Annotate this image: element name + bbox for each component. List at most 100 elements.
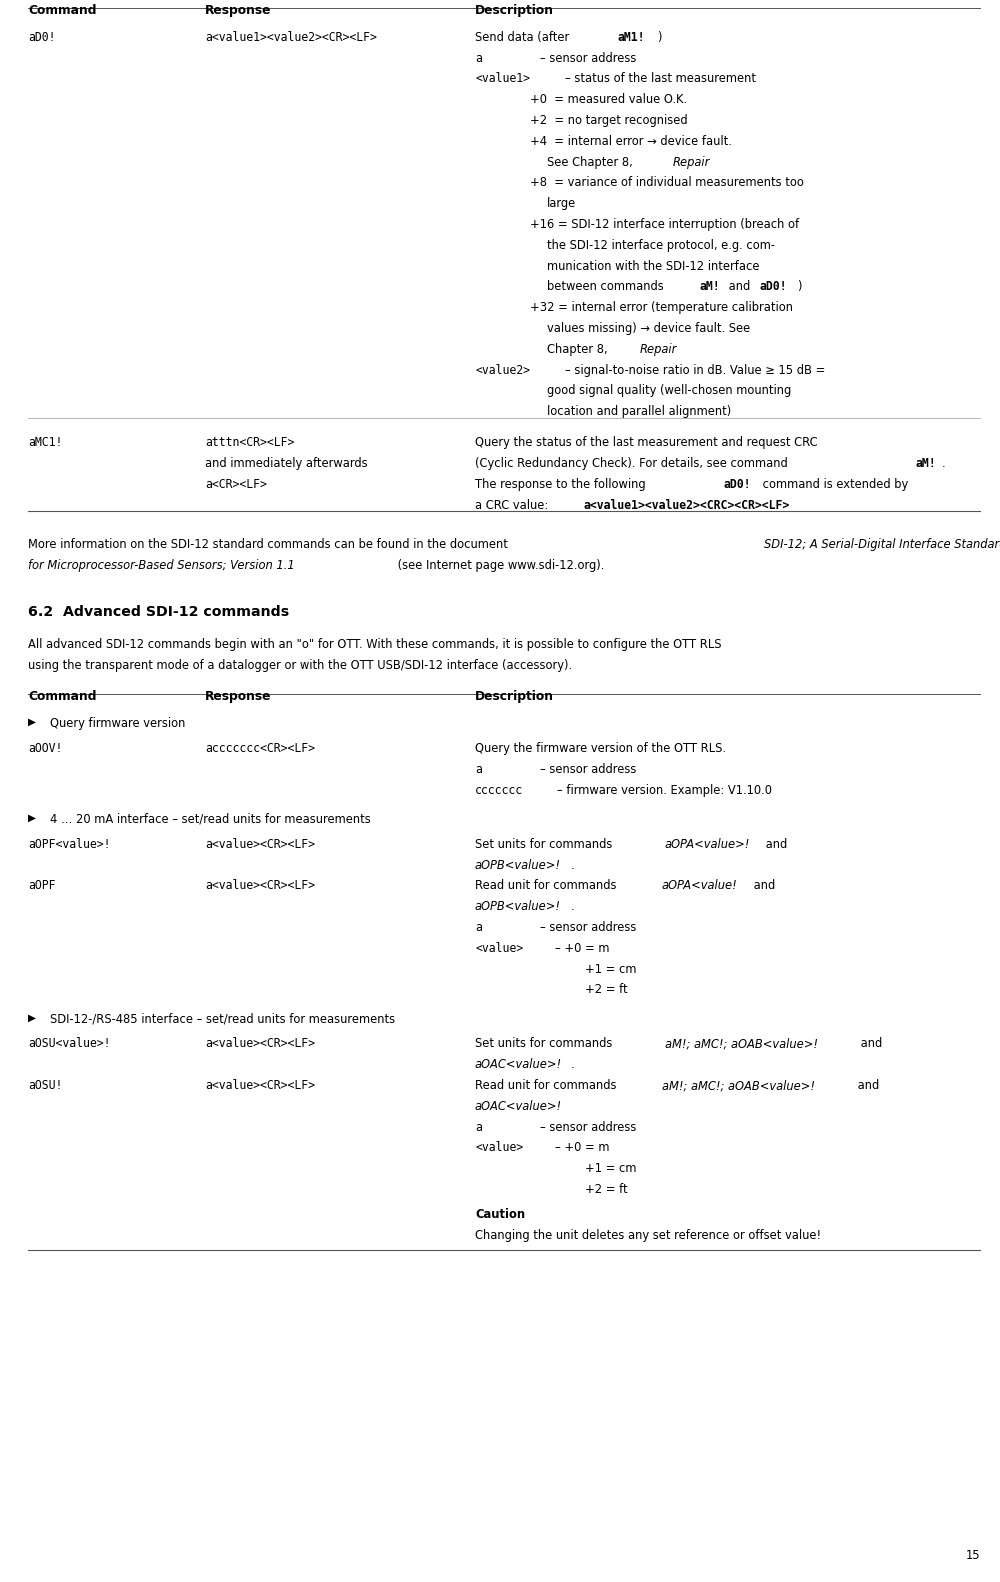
Text: aM!: aM! bbox=[699, 280, 720, 294]
Text: See Chapter 8,: See Chapter 8, bbox=[547, 155, 636, 169]
Text: Query firmware version: Query firmware version bbox=[50, 717, 185, 731]
Text: aMC1!: aMC1! bbox=[28, 437, 62, 449]
Text: (see Internet page www.sdi-12.org).: (see Internet page www.sdi-12.org). bbox=[394, 558, 604, 573]
Text: a: a bbox=[475, 1120, 482, 1134]
Text: aM!: aM! bbox=[915, 457, 936, 470]
Text: aOAC<value>!: aOAC<value>! bbox=[475, 1099, 562, 1112]
Text: 6.2  Advanced SDI-12 commands: 6.2 Advanced SDI-12 commands bbox=[28, 604, 289, 619]
Text: All advanced SDI-12 commands begin with an "o" for OTT. With these commands, it : All advanced SDI-12 commands begin with … bbox=[28, 638, 722, 652]
Text: atttn<CR><LF>: atttn<CR><LF> bbox=[205, 437, 294, 449]
Text: Changing the unit deletes any set reference or offset value!: Changing the unit deletes any set refere… bbox=[475, 1229, 821, 1242]
Text: Description: Description bbox=[475, 5, 554, 17]
Text: aM!; aMC!; aOAB<value>!: aM!; aMC!; aOAB<value>! bbox=[662, 1079, 815, 1092]
Text: a CRC value:: a CRC value: bbox=[475, 498, 552, 513]
Text: – +0 = m: – +0 = m bbox=[555, 941, 610, 956]
Text: <value2>: <value2> bbox=[475, 364, 530, 377]
Text: ccccccc: ccccccc bbox=[475, 783, 523, 797]
Text: Command: Command bbox=[28, 690, 96, 704]
Text: ): ) bbox=[797, 280, 802, 294]
Text: and: and bbox=[762, 838, 787, 851]
Text: Command: Command bbox=[28, 5, 96, 17]
Text: Response: Response bbox=[205, 5, 272, 17]
Text: +2 = ft: +2 = ft bbox=[585, 984, 628, 997]
Text: aOSU!: aOSU! bbox=[28, 1079, 62, 1092]
Text: aD0!: aD0! bbox=[760, 280, 788, 294]
Text: aOPF<value>!: aOPF<value>! bbox=[28, 838, 110, 851]
Text: between commands: between commands bbox=[547, 280, 667, 294]
Text: The response to the following: The response to the following bbox=[475, 478, 649, 490]
Text: +1 = cm: +1 = cm bbox=[585, 962, 637, 976]
Text: 15: 15 bbox=[965, 1549, 980, 1561]
Text: <value>: <value> bbox=[475, 941, 523, 956]
Text: a<CR><LF>: a<CR><LF> bbox=[205, 478, 267, 490]
Text: – sensor address: – sensor address bbox=[540, 1120, 636, 1134]
Text: <value>: <value> bbox=[475, 1142, 523, 1155]
Text: – firmware version. Example: V1.10.0: – firmware version. Example: V1.10.0 bbox=[557, 783, 772, 797]
Text: (Cyclic Redundancy Check). For details, see command: (Cyclic Redundancy Check). For details, … bbox=[475, 457, 791, 470]
Text: Repair: Repair bbox=[673, 155, 710, 169]
Text: aM1!: aM1! bbox=[618, 32, 646, 44]
Text: – sensor address: – sensor address bbox=[540, 52, 636, 65]
Text: a<value1><value2><CR><LF>: a<value1><value2><CR><LF> bbox=[205, 32, 377, 44]
Text: <value1>: <value1> bbox=[475, 73, 530, 85]
Text: Read unit for commands: Read unit for commands bbox=[475, 1079, 620, 1092]
Text: aD0!: aD0! bbox=[28, 32, 56, 44]
Text: 4 … 20 mA interface – set/read units for measurements: 4 … 20 mA interface – set/read units for… bbox=[50, 813, 371, 826]
Text: aOPA<value!: aOPA<value! bbox=[662, 880, 738, 892]
Text: – sensor address: – sensor address bbox=[540, 763, 636, 775]
Text: SDI-12; A Serial-Digital Interface Standard: SDI-12; A Serial-Digital Interface Stand… bbox=[764, 538, 1000, 552]
Text: aOPB<value>!: aOPB<value>! bbox=[475, 859, 561, 872]
Text: a<value><CR><LF>: a<value><CR><LF> bbox=[205, 838, 315, 851]
Text: – signal-to-noise ratio in dB. Value ≥ 15 dB =: – signal-to-noise ratio in dB. Value ≥ 1… bbox=[565, 364, 825, 377]
Text: Query the firmware version of the OTT RLS.: Query the firmware version of the OTT RL… bbox=[475, 742, 726, 755]
Text: and: and bbox=[857, 1038, 882, 1050]
Text: ▶: ▶ bbox=[28, 1012, 36, 1022]
Text: and: and bbox=[854, 1079, 879, 1092]
Text: command is extended by: command is extended by bbox=[759, 478, 908, 490]
Text: using the transparent mode of a datalogger or with the OTT USB/SDI-12 interface : using the transparent mode of a datalogg… bbox=[28, 660, 572, 672]
Text: .: . bbox=[942, 457, 946, 470]
Text: aD0!: aD0! bbox=[723, 478, 750, 490]
Text: More information on the SDI-12 standard commands can be found in the document: More information on the SDI-12 standard … bbox=[28, 538, 512, 552]
Text: +4  = internal error → device fault.: +4 = internal error → device fault. bbox=[530, 134, 732, 147]
Text: values missing) → device fault. See: values missing) → device fault. See bbox=[547, 323, 750, 335]
Text: ▶: ▶ bbox=[28, 717, 36, 728]
Text: location and parallel alignment): location and parallel alignment) bbox=[547, 405, 731, 418]
Text: aOPF: aOPF bbox=[28, 880, 56, 892]
Text: aOPB<value>!: aOPB<value>! bbox=[475, 900, 561, 913]
Text: the SDI-12 interface protocol, e.g. com-: the SDI-12 interface protocol, e.g. com- bbox=[547, 239, 775, 252]
Text: Repair: Repair bbox=[640, 343, 677, 356]
Text: +0  = measured value O.K.: +0 = measured value O.K. bbox=[530, 93, 687, 106]
Text: good signal quality (well-chosen mounting: good signal quality (well-chosen mountin… bbox=[547, 384, 791, 397]
Text: Set units for commands: Set units for commands bbox=[475, 1038, 616, 1050]
Text: a: a bbox=[475, 921, 482, 933]
Text: SDI-12-/RS-485 interface – set/read units for measurements: SDI-12-/RS-485 interface – set/read unit… bbox=[50, 1012, 395, 1025]
Text: +2 = ft: +2 = ft bbox=[585, 1183, 628, 1196]
Text: ▶: ▶ bbox=[28, 813, 36, 823]
Text: +8  = variance of individual measurements too: +8 = variance of individual measurements… bbox=[530, 177, 804, 190]
Text: large: large bbox=[547, 198, 576, 210]
Text: a: a bbox=[475, 763, 482, 775]
Text: accccccc<CR><LF>: accccccc<CR><LF> bbox=[205, 742, 315, 755]
Text: .: . bbox=[571, 859, 575, 872]
Text: .: . bbox=[571, 1058, 575, 1071]
Text: +2  = no target recognised: +2 = no target recognised bbox=[530, 114, 688, 127]
Text: and: and bbox=[725, 280, 754, 294]
Text: for Microprocessor-Based Sensors; Version 1.1: for Microprocessor-Based Sensors; Versio… bbox=[28, 558, 295, 573]
Text: ): ) bbox=[657, 32, 662, 44]
Text: aOAC<value>!: aOAC<value>! bbox=[475, 1058, 562, 1071]
Text: a<value1><value2><CRC><CR><LF>: a<value1><value2><CRC><CR><LF> bbox=[583, 498, 789, 513]
Text: Query the status of the last measurement and request CRC: Query the status of the last measurement… bbox=[475, 437, 818, 449]
Text: +1 = cm: +1 = cm bbox=[585, 1163, 637, 1175]
Text: .: . bbox=[571, 900, 575, 913]
Text: – +0 = m: – +0 = m bbox=[555, 1142, 610, 1155]
Text: munication with the SDI-12 interface: munication with the SDI-12 interface bbox=[547, 259, 760, 272]
Text: Description: Description bbox=[475, 690, 554, 704]
Text: aOPA<value>!: aOPA<value>! bbox=[665, 838, 750, 851]
Text: +32 = internal error (temperature calibration: +32 = internal error (temperature calibr… bbox=[530, 301, 793, 315]
Text: +16 = SDI-12 interface interruption (breach of: +16 = SDI-12 interface interruption (bre… bbox=[530, 218, 799, 231]
Text: – sensor address: – sensor address bbox=[540, 921, 636, 933]
Text: Send data (after: Send data (after bbox=[475, 32, 573, 44]
Text: and immediately afterwards: and immediately afterwards bbox=[205, 457, 368, 470]
Text: Response: Response bbox=[205, 690, 272, 704]
